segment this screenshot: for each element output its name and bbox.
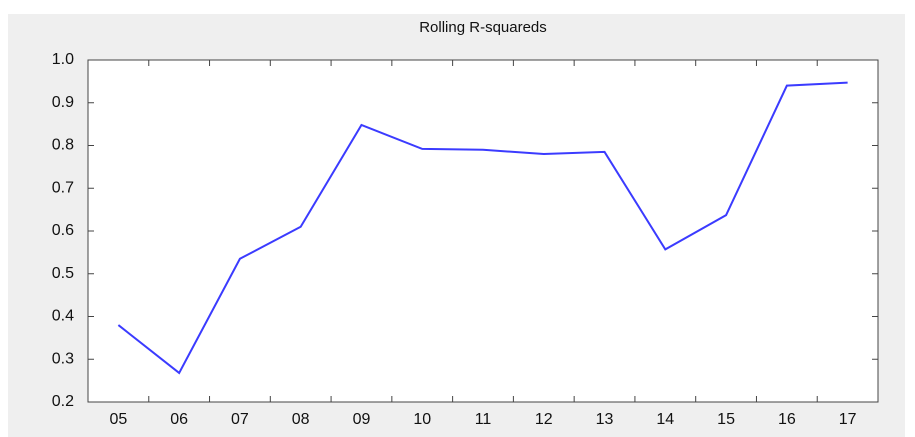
y-tick-label: 0.8 — [52, 137, 74, 154]
y-tick-label: 0.3 — [52, 350, 74, 367]
x-tick-label: 12 — [535, 411, 553, 428]
x-tick-label: 10 — [413, 411, 431, 428]
x-tick-label: 09 — [353, 411, 371, 428]
y-tick-label: 0.9 — [52, 94, 74, 111]
x-tick-label: 11 — [475, 411, 492, 428]
x-tick-label: 13 — [596, 411, 614, 428]
x-tick-label: 05 — [109, 411, 127, 428]
x-tick-label: 07 — [231, 411, 249, 428]
y-tick-label: 0.5 — [52, 265, 74, 282]
x-tick-label: 06 — [170, 411, 188, 428]
x-tick-label: 08 — [292, 411, 310, 428]
y-tick-label: 0.2 — [52, 393, 74, 410]
plot-area — [87, 59, 879, 403]
x-tick-label: 16 — [778, 411, 796, 428]
data-line — [117, 81, 848, 375]
x-tick-label: 15 — [717, 411, 735, 428]
y-tick-label: 1.0 — [52, 51, 74, 68]
y-tick-label: 0.6 — [52, 222, 74, 239]
chart-title: Rolling R-squareds — [419, 19, 547, 36]
y-tick-label: 0.7 — [52, 179, 74, 196]
y-tick-label: 0.4 — [52, 308, 74, 325]
x-tick-label: 14 — [656, 411, 674, 428]
x-tick-label: 17 — [839, 411, 857, 428]
